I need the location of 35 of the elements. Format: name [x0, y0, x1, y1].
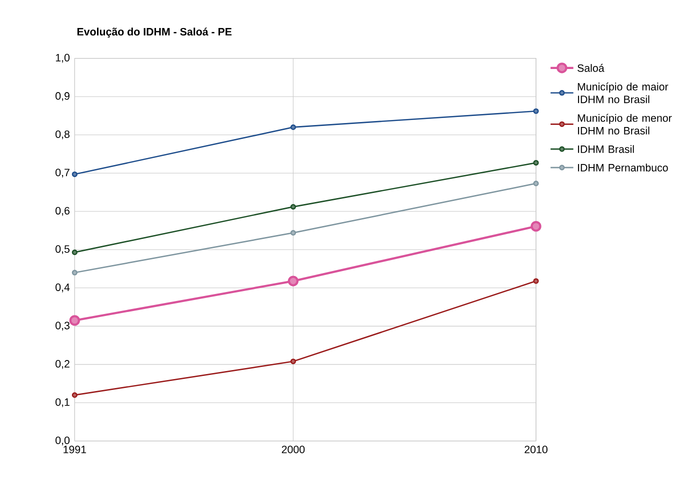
y-tick-label: 0,0 [56, 436, 70, 446]
point [533, 160, 539, 166]
chart-title: Evolução do IDHM - Saloá - PE [77, 28, 232, 38]
legend-label: IDHM Pernambuco [578, 164, 668, 172]
legend-label: Município de menor IDHM no Brasil [578, 114, 672, 134]
x-tick-label: 2000 [282, 446, 305, 454]
point [533, 278, 539, 284]
y-tick-label: 0,2 [56, 360, 70, 369]
legend-label: Saloá [578, 64, 604, 72]
point [72, 250, 78, 256]
y-tick-label: 0,4 [56, 284, 70, 292]
y-tick-label: 1,0 [56, 54, 70, 63]
y-tick-label: 0,3 [56, 322, 70, 331]
point [290, 358, 296, 364]
point [72, 171, 78, 178]
y-tick-label: 0,6 [56, 206, 70, 216]
x-tick-label: 2010 [524, 446, 548, 454]
point [290, 124, 296, 130]
point [69, 315, 80, 326]
point [72, 392, 78, 398]
legend-label: Município de maior IDHM no Brasil [578, 82, 668, 104]
y-tick-label: 0,9 [56, 92, 70, 101]
y-tick-label: 0,8 [56, 130, 70, 140]
point [533, 108, 539, 114]
y-tick-label: 0,1 [56, 398, 70, 408]
legend-label: IDHM Brasil [578, 145, 634, 153]
point [72, 270, 78, 276]
point [530, 220, 542, 232]
point [288, 276, 299, 286]
point [290, 204, 296, 210]
y-tick-label: 0,7 [56, 168, 70, 178]
y-tick-label: 0,5 [56, 245, 70, 254]
x-tick-label: 1991 [64, 446, 86, 454]
point [533, 180, 539, 186]
point [290, 230, 296, 236]
